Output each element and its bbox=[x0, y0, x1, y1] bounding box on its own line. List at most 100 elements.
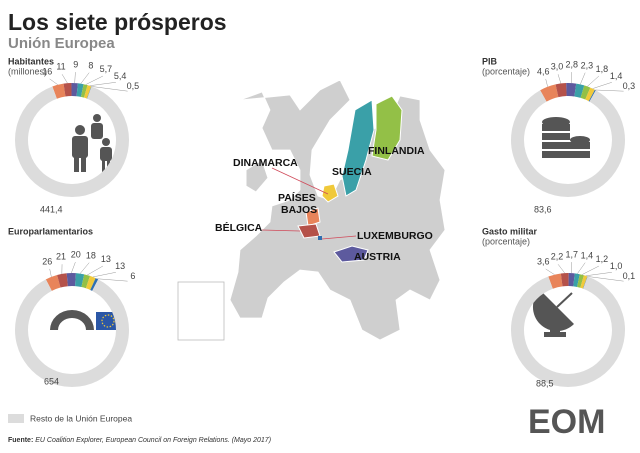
donut-segment bbox=[585, 87, 595, 102]
donut-segment bbox=[76, 83, 84, 97]
donut-segment bbox=[573, 273, 580, 287]
leader bbox=[261, 229, 301, 232]
donut-segment bbox=[511, 276, 625, 387]
value-label: 26 bbox=[42, 257, 52, 267]
value-label: 1,0 bbox=[610, 261, 623, 271]
chart-subtitle: (millones) bbox=[8, 66, 47, 76]
value-label: 1,8 bbox=[596, 64, 609, 74]
value-label: 18 bbox=[86, 250, 96, 260]
country-label: LUXEMBURGO bbox=[357, 230, 433, 242]
value-label: 8 bbox=[88, 60, 93, 70]
donut-segment bbox=[548, 273, 563, 289]
leader-line bbox=[79, 262, 90, 274]
donut-segment bbox=[83, 85, 92, 99]
leader-line bbox=[80, 72, 90, 84]
austria bbox=[333, 245, 369, 263]
donut-segment bbox=[555, 83, 567, 98]
leader-line bbox=[581, 265, 599, 275]
donut-segment bbox=[511, 90, 625, 197]
donut-segment bbox=[540, 84, 559, 102]
leader-line bbox=[89, 82, 116, 86]
leader-line bbox=[545, 268, 555, 275]
leader-line bbox=[49, 78, 59, 85]
donut-segment bbox=[85, 275, 96, 290]
coins-icon bbox=[542, 117, 590, 158]
value-label: 13 bbox=[115, 261, 125, 271]
uk bbox=[245, 159, 269, 193]
finland bbox=[371, 95, 403, 161]
donut-segment bbox=[566, 83, 577, 97]
leader-line bbox=[74, 72, 76, 84]
donut-segment bbox=[81, 274, 91, 289]
value-label: 20 bbox=[71, 249, 81, 259]
leader bbox=[321, 235, 357, 240]
dish-icon bbox=[532, 290, 574, 337]
country-label: AUSTRIA bbox=[354, 251, 401, 263]
value-label: 21 bbox=[56, 252, 66, 262]
legend-label: Resto de la Unión Europea bbox=[30, 413, 132, 423]
leader-line bbox=[61, 74, 68, 84]
value-label: 2,3 bbox=[581, 60, 594, 70]
donut-segment bbox=[574, 83, 585, 98]
title: Los siete prósperos bbox=[8, 9, 227, 35]
donut-segment bbox=[45, 274, 61, 291]
country-label: SUECIA bbox=[332, 166, 372, 178]
source-text: EU Coalition Explorer, European Council … bbox=[35, 437, 271, 444]
leader-line bbox=[96, 278, 128, 282]
chart-subtitle: (porcentaje) bbox=[482, 236, 530, 246]
value-label: 1,7 bbox=[565, 249, 578, 259]
country-label: BAJOS bbox=[281, 204, 317, 216]
donut-segment bbox=[580, 275, 588, 289]
parliament-icon bbox=[50, 310, 120, 330]
leader-line bbox=[557, 74, 562, 84]
value-label: 5,7 bbox=[100, 64, 113, 74]
value-label: 0,5 bbox=[127, 81, 140, 91]
leader-line bbox=[557, 264, 565, 274]
leader-line bbox=[592, 82, 612, 89]
netherlands bbox=[305, 207, 321, 227]
chart-title: Gasto militar bbox=[482, 226, 538, 236]
leader-line bbox=[92, 272, 116, 278]
donut-segment bbox=[15, 86, 129, 197]
value-label: 9 bbox=[73, 59, 78, 69]
leader-line bbox=[87, 265, 104, 276]
chart-title: Habitantes bbox=[8, 56, 54, 66]
luxembourg bbox=[318, 236, 322, 240]
donut-segment bbox=[577, 274, 584, 288]
value-label: 3,0 bbox=[551, 62, 564, 72]
logo: EOM bbox=[528, 403, 605, 441]
leader-line bbox=[595, 89, 624, 92]
value-label: 13 bbox=[101, 254, 111, 264]
leader-line bbox=[587, 276, 624, 282]
value-label: 0,3 bbox=[623, 81, 636, 91]
donut-segment bbox=[15, 279, 129, 387]
donut-segment bbox=[74, 273, 85, 288]
leader-line bbox=[585, 272, 612, 277]
legend-swatch bbox=[8, 414, 24, 423]
leader-line bbox=[91, 86, 128, 92]
value-label: 11 bbox=[56, 62, 65, 72]
value-label: 1,2 bbox=[596, 254, 609, 264]
value-label: 2,8 bbox=[565, 59, 578, 69]
sweden bbox=[341, 99, 375, 197]
value-label: 0,1 bbox=[623, 271, 636, 281]
donut-segment bbox=[580, 85, 591, 100]
value-label: 16 bbox=[42, 67, 52, 77]
value-label: 654 bbox=[44, 376, 59, 386]
donut-segment bbox=[63, 83, 72, 97]
source-label: Fuente: bbox=[8, 437, 33, 444]
subtitle: Unión Europea bbox=[8, 35, 115, 52]
donut-charts: Habitantes(millones)16 11 9 8 5,75,40,5 441,4… bbox=[8, 56, 635, 388]
people-icon bbox=[72, 114, 112, 172]
value-label: 88,5 bbox=[536, 378, 554, 388]
chart-subtitle: (porcentaje) bbox=[482, 66, 530, 76]
donut-segment bbox=[57, 273, 69, 288]
value-label: 4,6 bbox=[537, 67, 550, 77]
chart-title: PIB bbox=[482, 56, 498, 66]
leader-line bbox=[49, 268, 52, 277]
leader-line bbox=[545, 78, 548, 87]
leader bbox=[271, 167, 329, 195]
